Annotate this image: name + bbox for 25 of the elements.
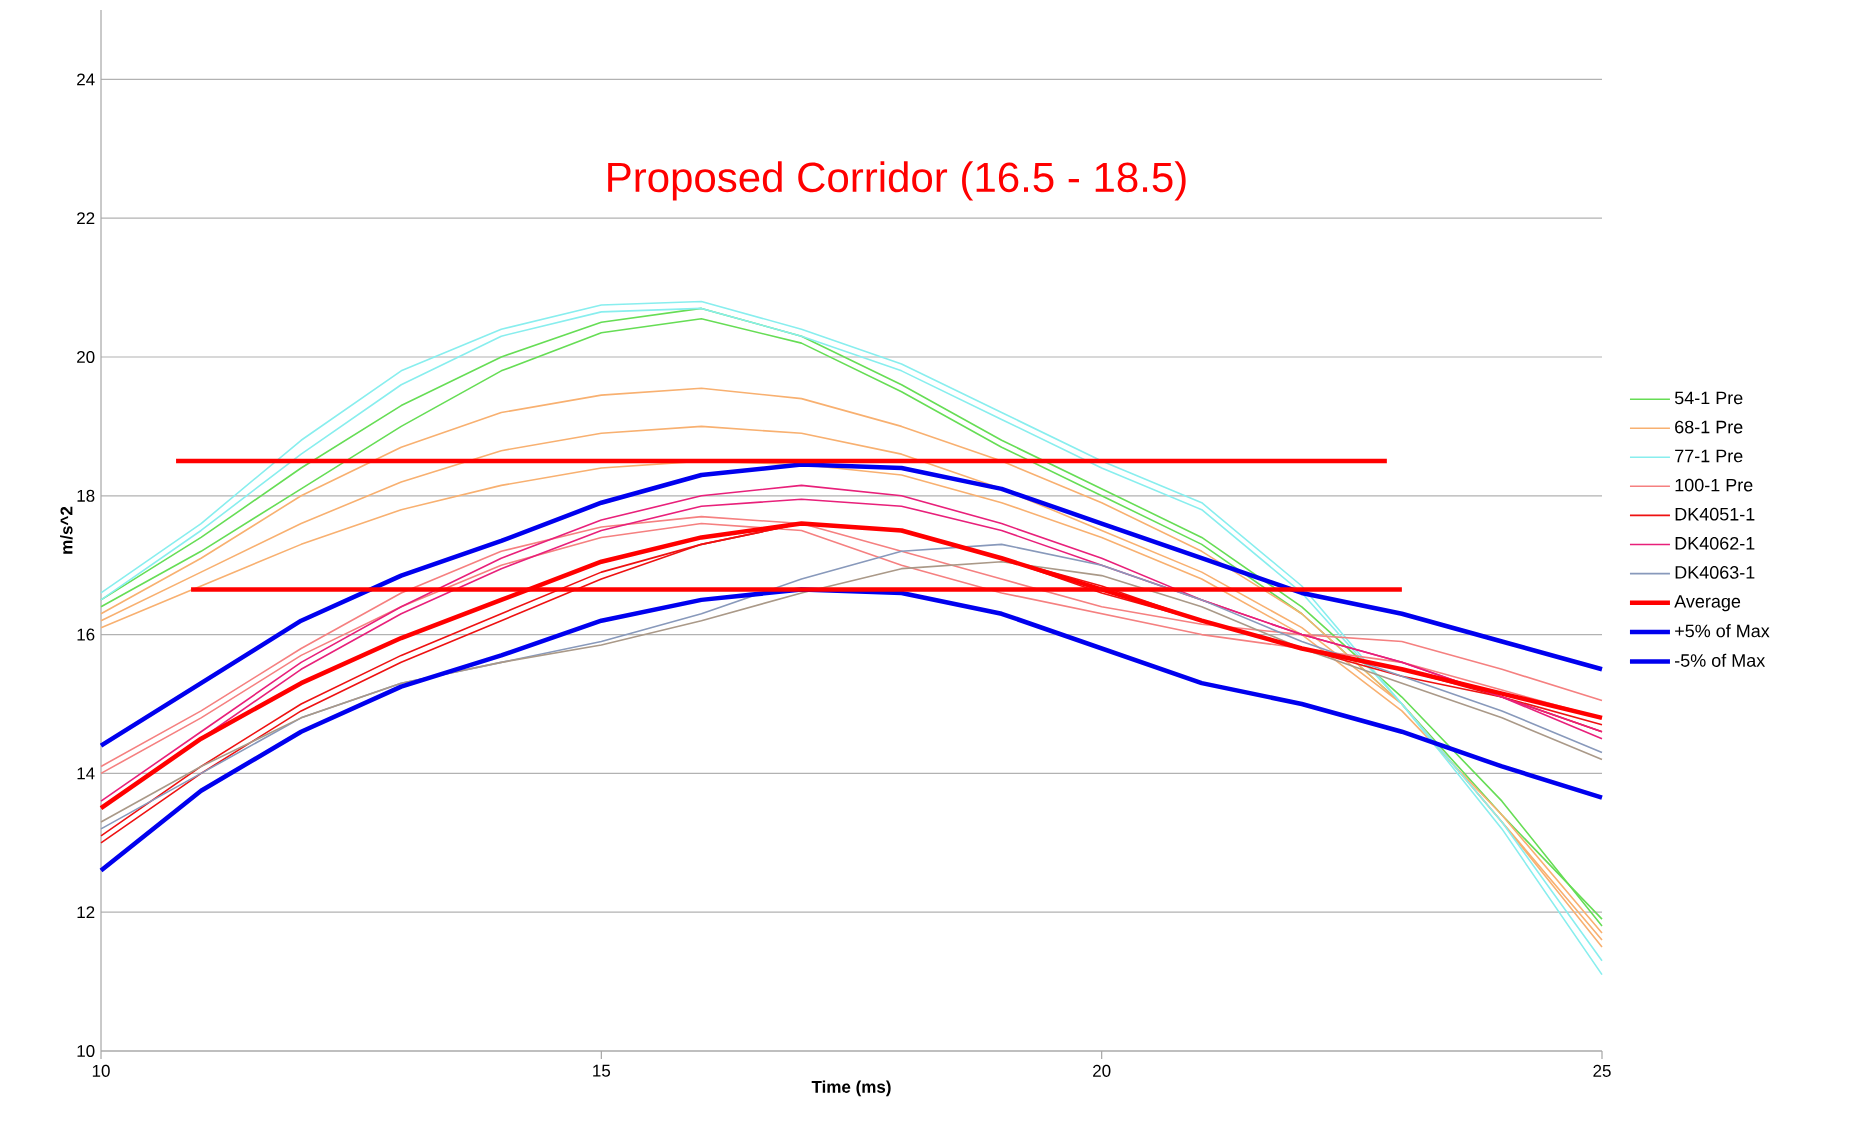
- legend-label: Average: [1674, 595, 1741, 612]
- y-tick-label: 20: [77, 350, 95, 364]
- legend-label: 68-1 Pre: [1675, 420, 1743, 434]
- y-tick-label: 16: [77, 628, 95, 641]
- y-tick-label: 22: [77, 212, 95, 225]
- legend-label: 77-1 Pre: [1675, 449, 1743, 463]
- y-tick-label: 18: [77, 489, 95, 502]
- x-tick-label: 25: [1593, 1064, 1611, 1077]
- legend-label: +5% of Max: [1675, 624, 1770, 638]
- x-axis-title: Time (ms): [811, 1080, 891, 1097]
- y-tick-label: 14: [77, 767, 95, 780]
- y-axis-title: m/s^2: [60, 506, 73, 554]
- legend-label: DK4062-1: [1675, 536, 1755, 550]
- legend-label: DK4063-1: [1675, 566, 1755, 579]
- legend-label: 54-1 Pre: [1674, 391, 1743, 405]
- legend-label: DK4051-1: [1675, 507, 1755, 521]
- y-tick-label: 12: [77, 906, 95, 919]
- x-tick-label: 15: [593, 1064, 611, 1077]
- y-tick-label: 24: [77, 73, 95, 86]
- text: Proposed Corridor (16.5 - 18.5): [608, 161, 1186, 201]
- legend-label: 100-1 Pre: [1675, 478, 1753, 492]
- legend-label: -5% of Max: [1675, 653, 1766, 667]
- x-tick-label: 10: [92, 1064, 110, 1077]
- x-tick-label: 20: [1093, 1064, 1111, 1077]
- y-tick-label: 10: [77, 1044, 95, 1058]
